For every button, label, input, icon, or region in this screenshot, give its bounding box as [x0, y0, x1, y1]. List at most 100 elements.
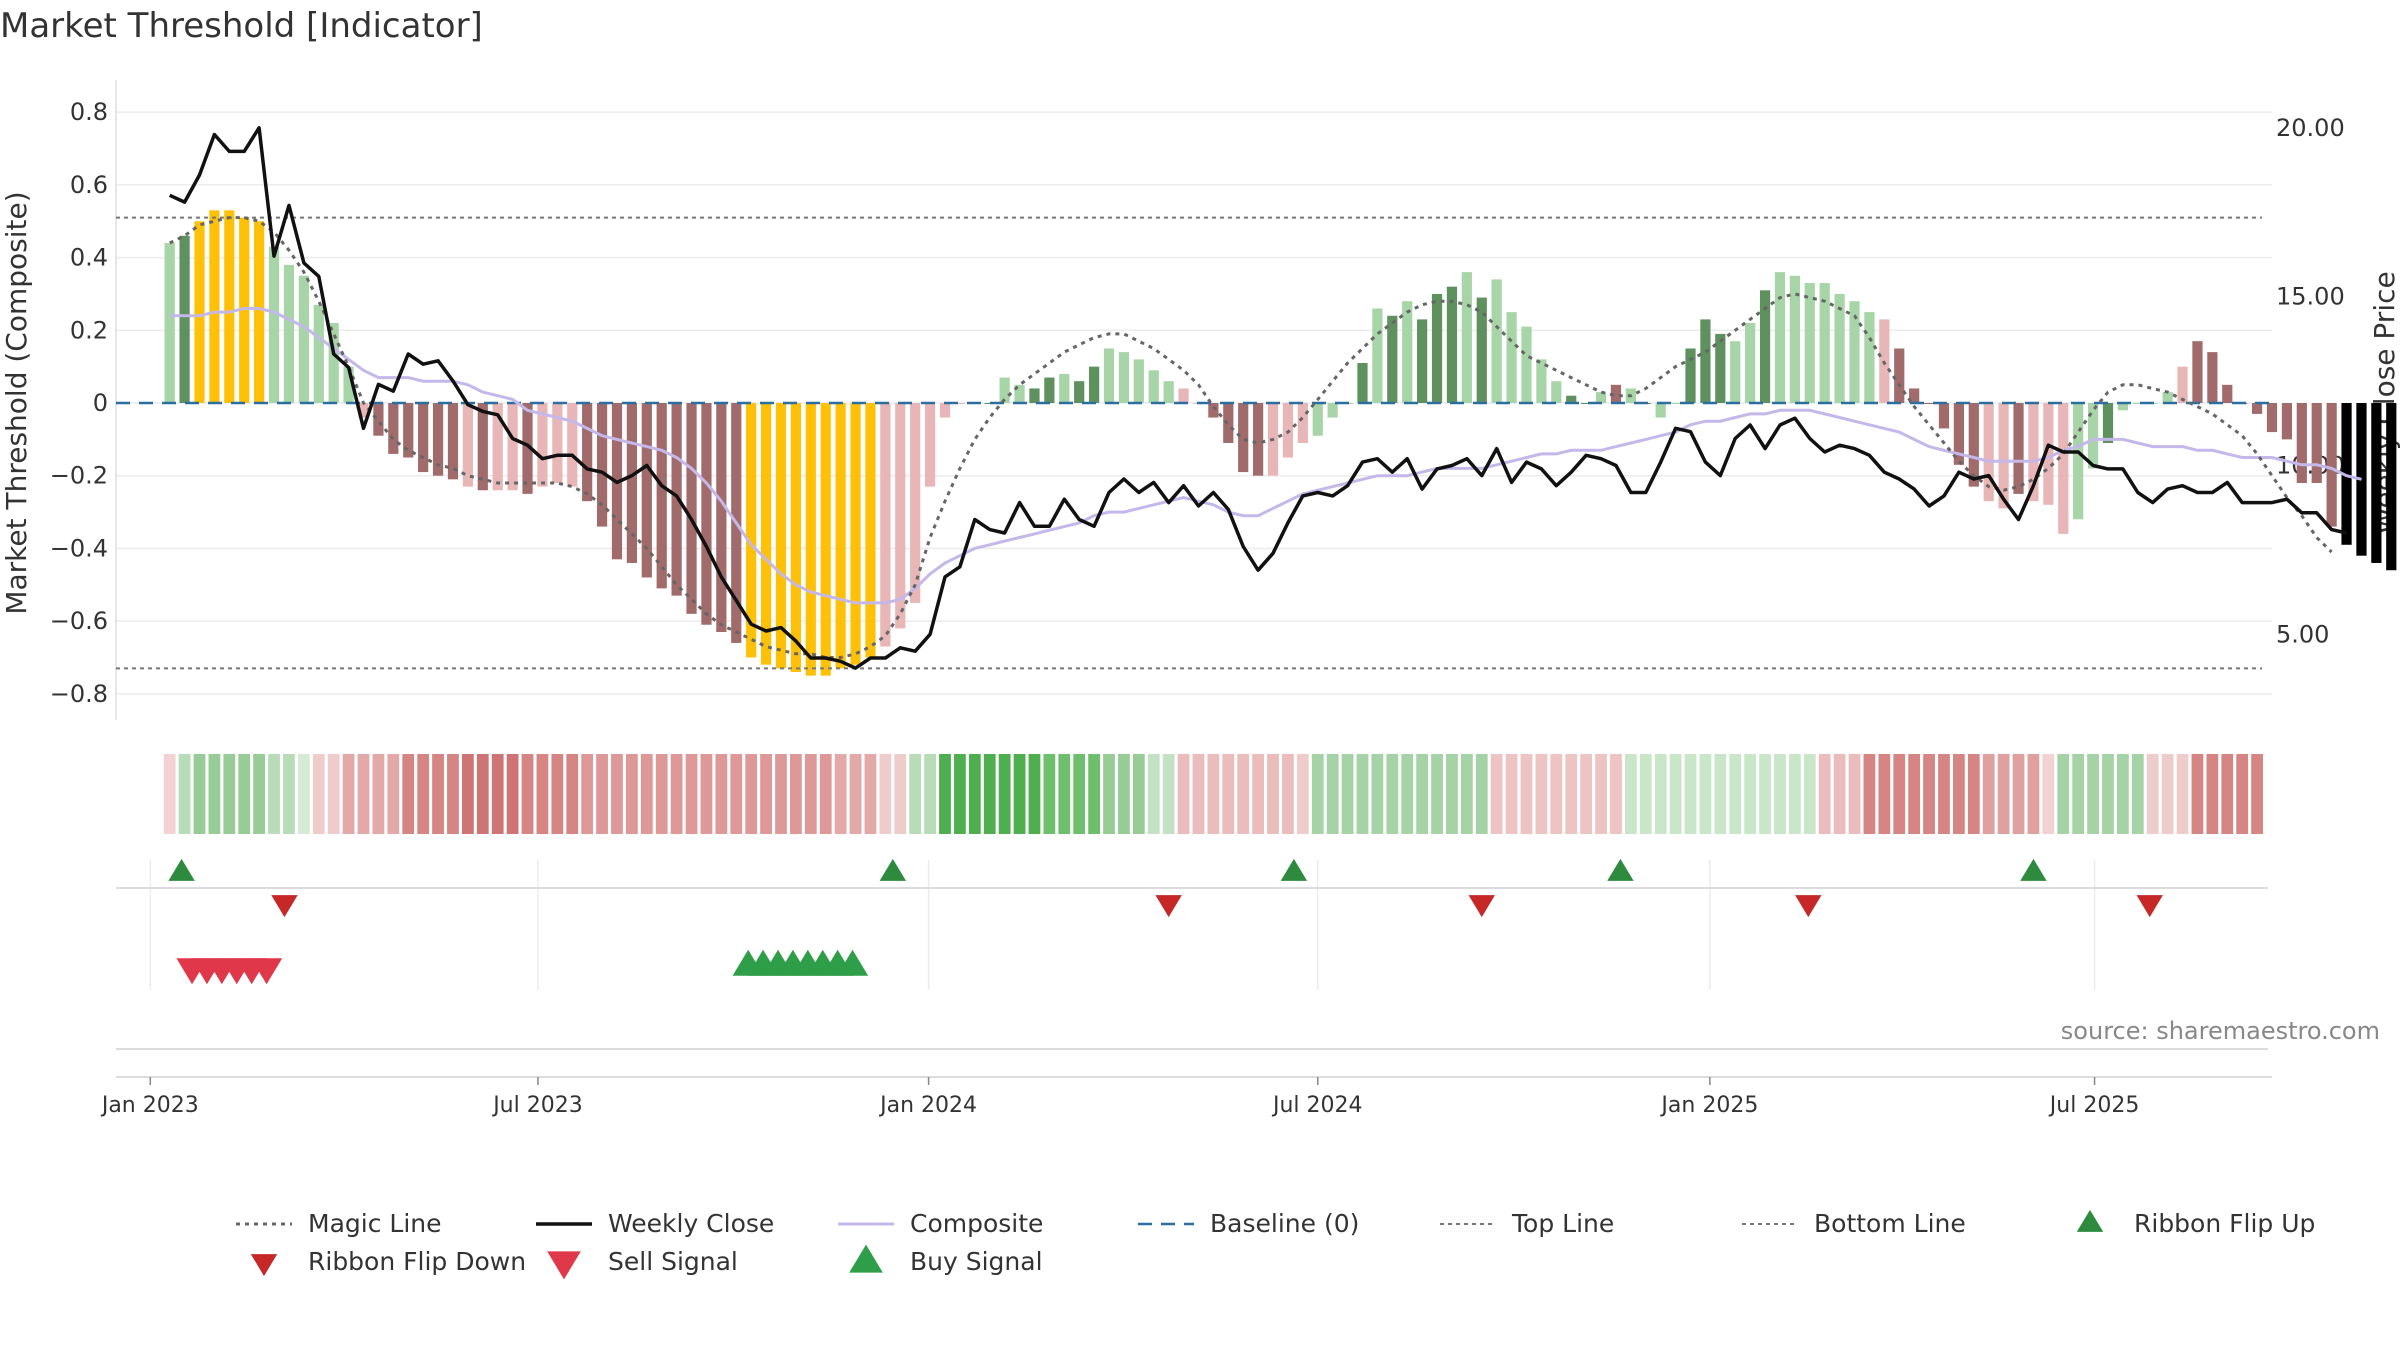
y-tick-label-left: 0.8 — [70, 98, 108, 126]
composite-bar — [924, 403, 936, 487]
ribbon-cell — [2102, 754, 2114, 834]
composite-bar — [671, 403, 682, 596]
composite-bar — [1700, 319, 1711, 403]
composite-bar — [239, 217, 250, 403]
ribbon-cell — [1088, 754, 1100, 834]
ribbon-cell — [476, 754, 489, 834]
composite-bar — [1953, 403, 1964, 465]
composite-bar — [626, 403, 637, 563]
ribbon-cell — [804, 754, 817, 834]
ribbon-cell — [1818, 754, 1831, 834]
ribbon-cell — [536, 754, 549, 834]
composite-bar — [388, 403, 399, 454]
composite-bar — [1223, 403, 1234, 443]
composite-bar — [1103, 348, 1115, 403]
ribbon-cell — [2072, 754, 2085, 834]
ribbon-cell — [998, 754, 1011, 834]
ribbon-cell — [685, 754, 698, 834]
ribbon-cell — [2027, 754, 2040, 834]
ribbon-cell — [1833, 754, 1846, 834]
composite-bar — [2311, 403, 2322, 483]
composite-bar — [328, 323, 339, 403]
x-tick-label: Jan 2025 — [1659, 1093, 1758, 1118]
composite-bar — [2132, 403, 2143, 404]
ribbon-cell — [1058, 754, 1071, 834]
composite-bar — [1745, 323, 1756, 403]
ribbon-cell — [790, 754, 802, 834]
y-tick-label-left: −0.2 — [50, 462, 108, 490]
composite-bar — [1834, 293, 1845, 403]
ribbon-flip-up-marker — [168, 858, 195, 881]
composite-bar — [552, 403, 563, 483]
composite-bar — [2281, 403, 2293, 440]
legend-swatch — [250, 1254, 278, 1277]
ribbon-cell — [909, 754, 922, 834]
composite-bar — [1759, 290, 1771, 403]
composite-bar — [895, 403, 906, 629]
ribbon-cell — [2221, 754, 2234, 834]
ribbon-cell — [1073, 754, 1086, 834]
ribbon-cell — [1371, 754, 1384, 834]
composite-bar — [343, 366, 354, 403]
ribbon-cell — [1729, 754, 1742, 834]
composite-bar — [2251, 403, 2263, 414]
composite-bar — [1804, 283, 1815, 403]
ribbon-cell — [1222, 754, 1235, 834]
composite-bar — [1566, 395, 1577, 403]
legend-item-flipdown: Ribbon Flip Down — [308, 1247, 526, 1276]
x-tick-label: Jul 2023 — [491, 1093, 583, 1118]
x-tick-label: Jul 2025 — [2048, 1093, 2140, 1118]
composite-bar — [1357, 363, 1368, 403]
ribbon-cell — [1147, 754, 1160, 834]
ribbon-cell — [521, 754, 534, 834]
composite-bar — [999, 377, 1010, 403]
composite-bar — [2371, 403, 2382, 563]
ribbon-cell — [1386, 754, 1399, 834]
ribbon-cell — [1416, 754, 1429, 834]
legend-swatch — [547, 1251, 581, 1280]
y-tick-label-left: 0.2 — [70, 316, 108, 344]
ribbon-cell — [327, 754, 340, 834]
ribbon-cell — [625, 754, 638, 834]
legend-label: Ribbon Flip Up — [2134, 1209, 2315, 1238]
ribbon-cell — [2042, 754, 2055, 834]
composite-bar — [209, 210, 220, 403]
composite-bar — [1372, 308, 1383, 403]
composite-bar — [462, 403, 473, 487]
chart-title: Market Threshold [Indicator] — [0, 6, 483, 46]
ribbon-cell — [2117, 754, 2129, 834]
ribbon-cell — [283, 754, 295, 834]
y-tick-label-left: −0.4 — [50, 534, 108, 562]
composite-bar — [1059, 373, 1070, 403]
ribbon-cell — [879, 754, 892, 834]
ribbon-cell — [968, 754, 981, 834]
composite-bar — [1849, 301, 1860, 403]
ribbon-cell — [2161, 754, 2174, 834]
composite-bar — [432, 403, 444, 476]
ribbon-flip-down-marker — [1468, 895, 1495, 918]
ribbon-flip-up-marker — [1607, 858, 1634, 881]
composite-bar — [1148, 370, 1159, 403]
ribbon-cell — [1237, 754, 1250, 834]
composite-bar — [2207, 352, 2218, 403]
ribbon-cell — [700, 754, 713, 834]
ribbon-cell — [1624, 754, 1637, 834]
ribbon-cell — [1565, 754, 1578, 834]
ribbon-cell — [357, 754, 370, 834]
ribbon-cell — [551, 754, 564, 834]
composite-bar — [1253, 403, 1264, 476]
composite-bar — [1029, 388, 1040, 403]
composite-bar — [805, 403, 816, 676]
ribbon-cell — [1028, 754, 1041, 834]
composite-bar — [507, 403, 518, 491]
composite-bar — [268, 246, 280, 403]
composite-bar — [1730, 341, 1741, 403]
composite-bar — [1685, 348, 1696, 403]
composite-bar — [2162, 392, 2173, 403]
ribbon-cell — [1774, 754, 1786, 834]
ribbon-cell — [894, 754, 907, 834]
y-tick-label-left: 0.6 — [70, 171, 108, 199]
composite-bar — [224, 210, 235, 403]
ribbon-cell — [1177, 754, 1190, 834]
ribbon-cell — [655, 754, 668, 834]
